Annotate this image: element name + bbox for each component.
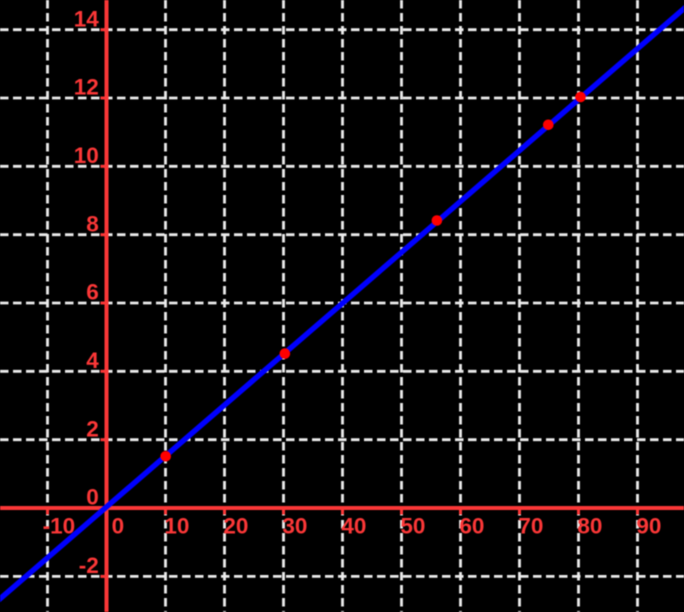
svg-text:0: 0 (86, 485, 99, 510)
svg-text:10: 10 (74, 143, 99, 168)
svg-text:12: 12 (74, 75, 99, 100)
svg-text:10: 10 (164, 514, 189, 539)
svg-text:4: 4 (86, 348, 99, 373)
svg-text:40: 40 (341, 514, 366, 539)
svg-text:8: 8 (86, 211, 99, 236)
svg-text:50: 50 (400, 514, 425, 539)
svg-text:80: 80 (577, 514, 602, 539)
svg-text:6: 6 (86, 280, 99, 305)
svg-text:14: 14 (74, 6, 100, 31)
svg-text:70: 70 (518, 514, 543, 539)
svg-text:2: 2 (86, 416, 99, 441)
svg-text:-10: -10 (43, 514, 76, 539)
svg-text:-2: -2 (79, 553, 99, 578)
svg-text:30: 30 (282, 514, 307, 539)
svg-text:0: 0 (112, 514, 125, 539)
svg-text:90: 90 (636, 514, 661, 539)
svg-text:60: 60 (459, 514, 484, 539)
svg-text:20: 20 (223, 514, 248, 539)
